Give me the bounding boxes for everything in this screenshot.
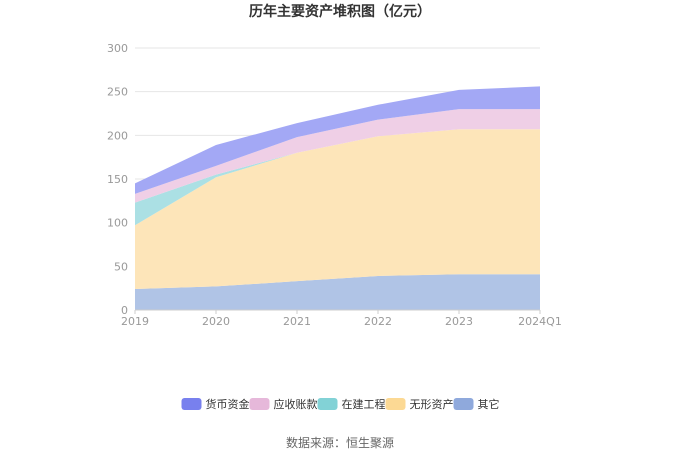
- area-series-1: [135, 129, 540, 290]
- y-tick-label: 100: [107, 217, 128, 230]
- axes: 0 50 100 150 200 250 300 2019 2020 2021 2022 2023 20…: [107, 42, 562, 328]
- area-series: [135, 86, 540, 310]
- legend-swatch: [453, 398, 474, 410]
- legend-label: 货币资金: [206, 397, 250, 411]
- legend-label: 在建工程: [342, 397, 386, 411]
- chart-title: 历年主要资产堆积图（亿元）: [249, 3, 431, 20]
- x-tick-label: 2022: [364, 315, 392, 328]
- x-tick-label: 2021: [283, 315, 311, 328]
- legend-item[interactable]: 其它: [453, 397, 500, 411]
- legend-item[interactable]: 无形资产: [385, 397, 454, 411]
- x-tick-label: 2020: [202, 315, 230, 328]
- legend-swatch: [385, 398, 406, 410]
- y-tick-label: 200: [107, 129, 128, 142]
- area-series-4: [135, 86, 540, 194]
- x-tick-label: 2019: [121, 315, 149, 328]
- y-tick-label: 150: [107, 173, 128, 186]
- y-tick-label: 50: [114, 260, 128, 273]
- legend: 货币资金 应收账款 在建工程 无形资产 其它: [181, 397, 500, 411]
- legend-item[interactable]: 在建工程: [317, 397, 386, 411]
- legend-swatch: [181, 398, 202, 410]
- area-series-2: [135, 129, 540, 226]
- y-tick-label: 250: [107, 86, 128, 99]
- x-tick-label: 2023: [445, 315, 473, 328]
- y-tick-label: 300: [107, 42, 128, 55]
- legend-label: 其它: [478, 397, 500, 411]
- legend-label: 应收账款: [274, 397, 318, 411]
- legend-label: 无形资产: [410, 397, 454, 411]
- x-tick-label: 2024Q1: [518, 315, 562, 328]
- legend-swatch: [317, 398, 338, 410]
- y-tick-label: 0: [121, 304, 128, 317]
- data-source-note: 数据来源：恒生聚源: [286, 435, 394, 450]
- legend-item[interactable]: 应收账款: [249, 397, 318, 411]
- area-series-3: [135, 109, 540, 203]
- area-series-0: [135, 274, 540, 310]
- legend-item[interactable]: 货币资金: [181, 397, 250, 411]
- legend-swatch: [249, 398, 270, 410]
